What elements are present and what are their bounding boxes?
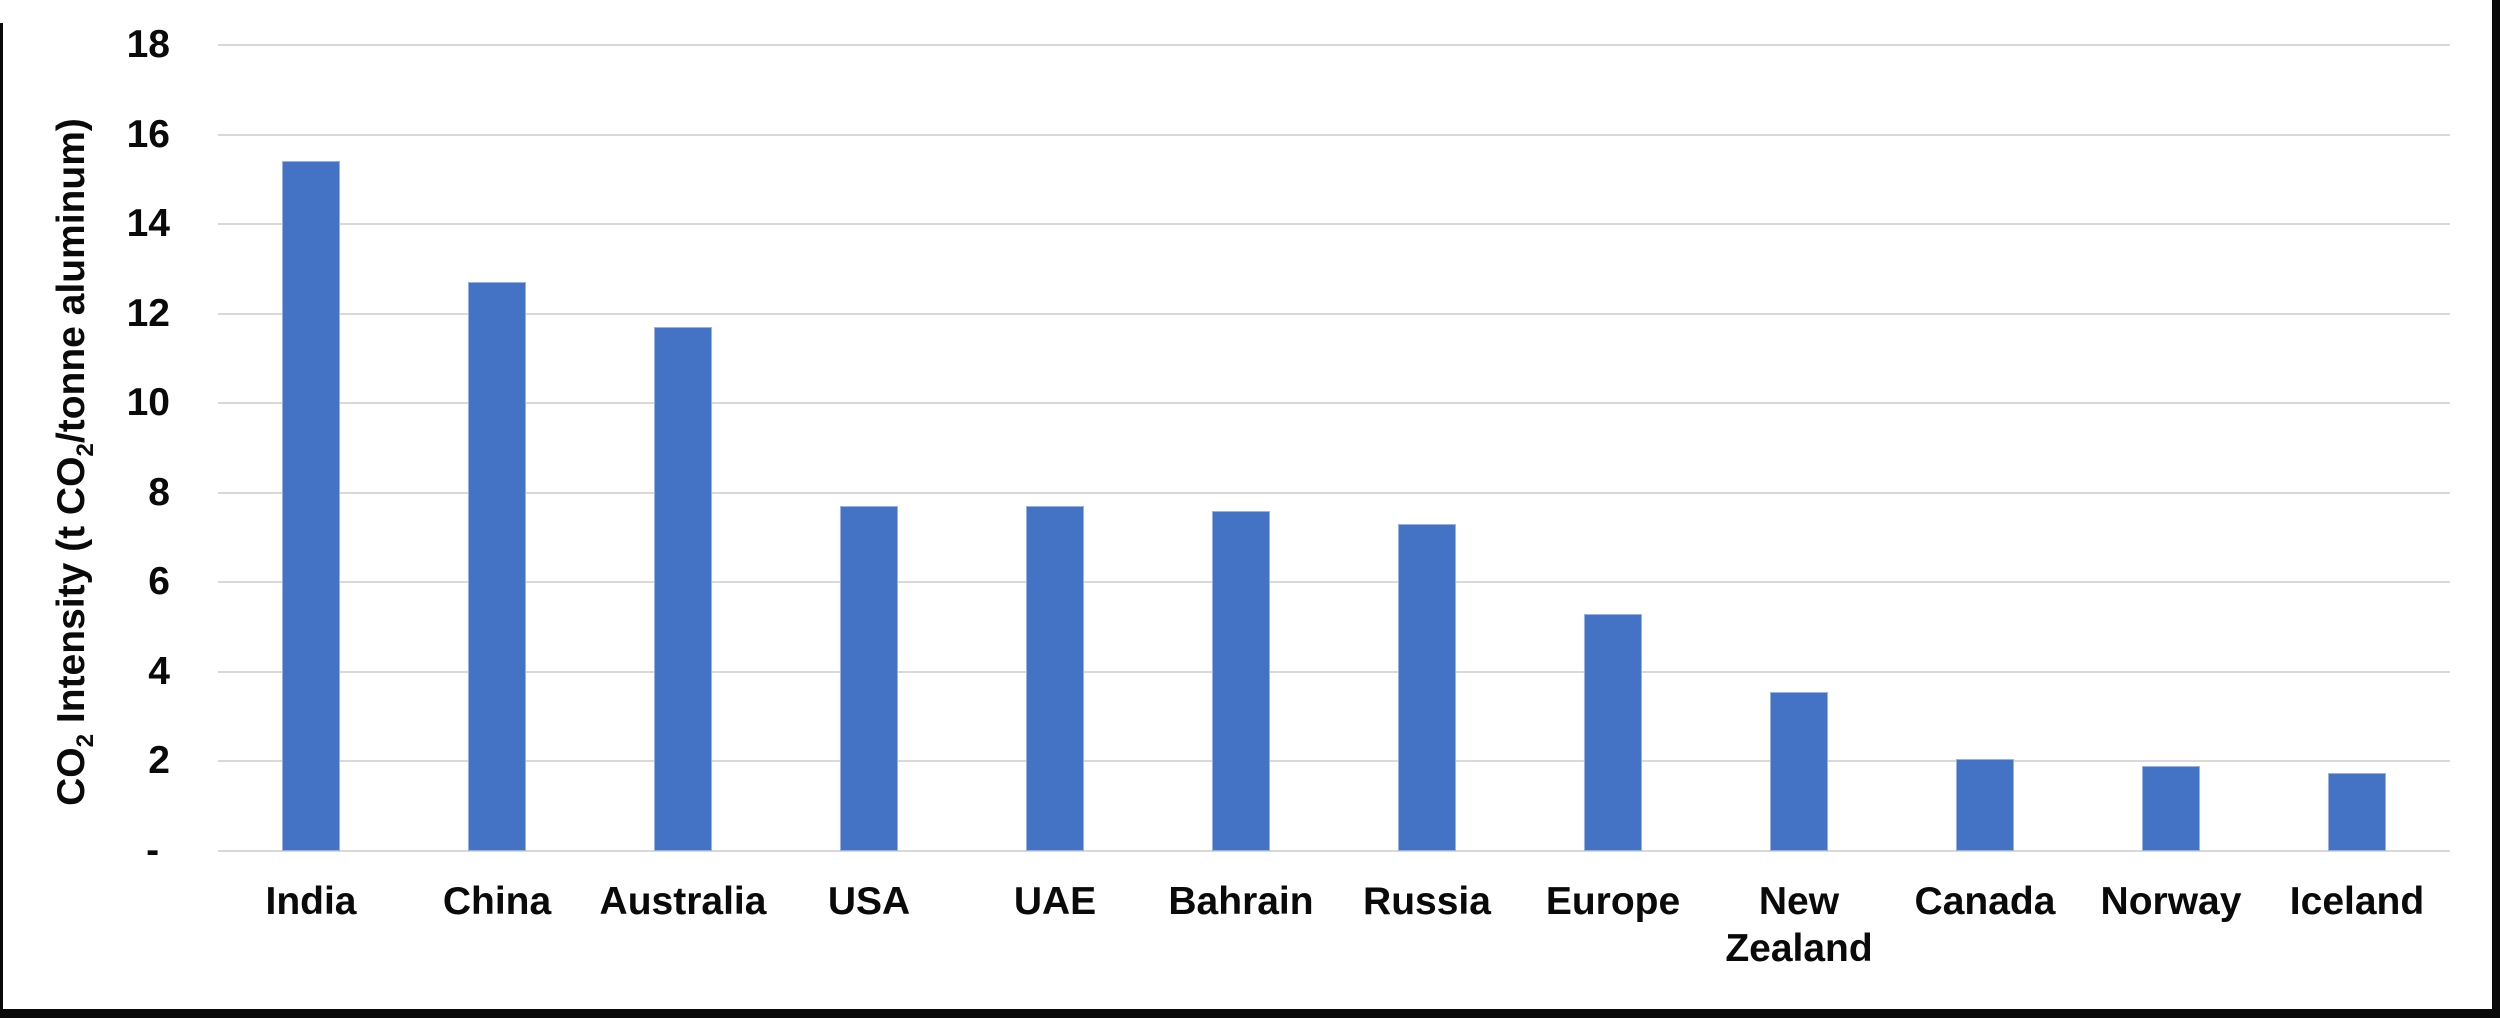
x-category-label-uae: UAE — [1013, 880, 1097, 923]
y-tick-label-16: 16 — [126, 112, 170, 156]
bar-canada — [1956, 759, 2014, 851]
bar-europe — [1584, 613, 1642, 851]
bar-bahrain — [1212, 510, 1270, 851]
window-border-right — [2492, 0, 2500, 1018]
gridline-y-6 — [218, 581, 2450, 584]
y-tick-label-14: 14 — [126, 202, 170, 246]
x-category-label-india: India — [265, 880, 357, 923]
bar-usa — [840, 506, 898, 851]
x-category-label-europe: Europe — [1545, 880, 1681, 923]
gridline-y-10 — [218, 402, 2450, 405]
bar-uae — [1026, 506, 1084, 851]
y-tick-label-0: - — [135, 829, 170, 872]
gridline-y-8 — [218, 491, 2450, 494]
bar-russia — [1398, 524, 1456, 851]
y-tick-label-2: 2 — [148, 739, 170, 783]
x-category-label-iceland: Iceland — [2289, 880, 2425, 923]
bar-china — [468, 282, 526, 851]
y-tick-label-4: 4 — [148, 649, 170, 693]
y-tick-label-8: 8 — [148, 470, 170, 514]
x-category-label-canada: Canada — [1914, 880, 2056, 923]
window-border-bottom — [0, 1009, 2500, 1018]
gridline-y-0 — [218, 850, 2450, 852]
bar-iceland — [2328, 772, 2386, 851]
window-border-left — [0, 23, 3, 1018]
gridline-y-12 — [218, 312, 2450, 315]
gridline-y-4 — [218, 670, 2450, 673]
x-category-label-china: China — [442, 880, 552, 923]
y-tick-label-10: 10 — [126, 381, 170, 425]
y-axis-title-text: CO2 Intensity (t CO2/tonne aluminum) — [50, 118, 99, 806]
bar-india — [282, 161, 340, 851]
bar-australia — [654, 327, 712, 851]
gridline-y-14 — [218, 223, 2450, 226]
bar-norway — [2142, 765, 2200, 851]
gridline-y-2 — [218, 760, 2450, 763]
gridline-y-18 — [218, 44, 2450, 46]
y-tick-label-6: 6 — [148, 560, 170, 604]
x-category-label-bahrain: Bahrain — [1168, 880, 1314, 923]
x-category-label-new-zealand: New Zealand — [1725, 880, 1873, 970]
x-category-label-norway: Norway — [2100, 880, 2242, 923]
x-category-label-usa: USA — [827, 880, 911, 923]
y-axis-title: CO2 Intensity (t CO2/tonne aluminum) — [50, 118, 100, 806]
y-tick-label-18: 18 — [126, 23, 170, 66]
y-tick-label-12: 12 — [126, 291, 170, 335]
gridline-y-16 — [218, 133, 2450, 136]
bar-new-zealand — [1770, 692, 1828, 851]
x-category-label-russia: Russia — [1363, 880, 1491, 923]
x-category-label-australia: Australia — [599, 880, 767, 923]
